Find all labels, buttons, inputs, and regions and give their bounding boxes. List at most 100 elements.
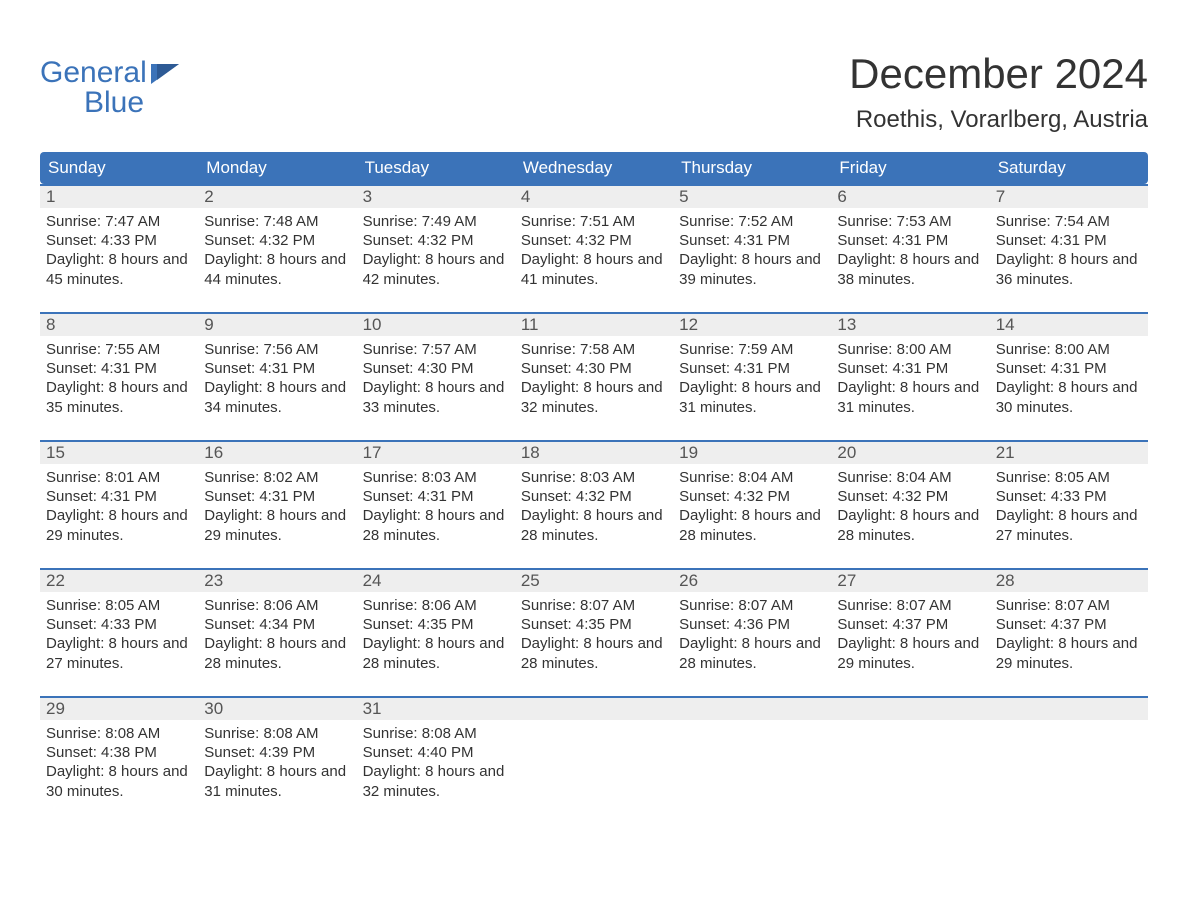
daylight-text: Daylight: 8 hours and 29 minutes. — [46, 506, 192, 544]
day-number: 22 — [40, 570, 198, 592]
day-cell — [673, 698, 831, 806]
sunrise-text: Sunrise: 7:49 AM — [363, 212, 509, 231]
day-details: Sunrise: 8:01 AMSunset: 4:31 PMDaylight:… — [40, 464, 198, 549]
sunrise-text: Sunrise: 7:54 AM — [996, 212, 1142, 231]
weekday-header-row: Sunday Monday Tuesday Wednesday Thursday… — [40, 152, 1148, 184]
daylight-text: Daylight: 8 hours and 28 minutes. — [521, 634, 667, 672]
day-details: Sunrise: 7:49 AMSunset: 4:32 PMDaylight:… — [357, 208, 515, 293]
sunset-text: Sunset: 4:38 PM — [46, 743, 192, 762]
sunset-text: Sunset: 4:31 PM — [996, 231, 1142, 250]
day-details: Sunrise: 8:05 AMSunset: 4:33 PMDaylight:… — [40, 592, 198, 677]
daylight-text: Daylight: 8 hours and 42 minutes. — [363, 250, 509, 288]
sunset-text: Sunset: 4:33 PM — [996, 487, 1142, 506]
day-number: 27 — [831, 570, 989, 592]
day-details: Sunrise: 7:48 AMSunset: 4:32 PMDaylight:… — [198, 208, 356, 293]
sunrise-text: Sunrise: 8:07 AM — [679, 596, 825, 615]
day-details: Sunrise: 8:04 AMSunset: 4:32 PMDaylight:… — [673, 464, 831, 549]
sunrise-text: Sunrise: 8:05 AM — [996, 468, 1142, 487]
day-details: Sunrise: 8:08 AMSunset: 4:40 PMDaylight:… — [357, 720, 515, 805]
day-number: 5 — [673, 186, 831, 208]
sunset-text: Sunset: 4:34 PM — [204, 615, 350, 634]
sunset-text: Sunset: 4:36 PM — [679, 615, 825, 634]
day-details: Sunrise: 8:06 AMSunset: 4:34 PMDaylight:… — [198, 592, 356, 677]
day-cell: 10Sunrise: 7:57 AMSunset: 4:30 PMDayligh… — [357, 314, 515, 422]
brand-text: General Blue — [40, 58, 147, 118]
sunset-text: Sunset: 4:32 PM — [521, 487, 667, 506]
day-cell: 9Sunrise: 7:56 AMSunset: 4:31 PMDaylight… — [198, 314, 356, 422]
sunset-text: Sunset: 4:31 PM — [363, 487, 509, 506]
day-number: 29 — [40, 698, 198, 720]
day-number: 2 — [198, 186, 356, 208]
daylight-text: Daylight: 8 hours and 29 minutes. — [837, 634, 983, 672]
day-details: Sunrise: 8:00 AMSunset: 4:31 PMDaylight:… — [990, 336, 1148, 421]
sunrise-text: Sunrise: 8:08 AM — [46, 724, 192, 743]
day-cell: 27 Sunrise: 8:07 AMSunset: 4:37 PMDayligh… — [831, 570, 989, 678]
sunset-text: Sunset: 4:32 PM — [363, 231, 509, 250]
day-details: Sunrise: 8:05 AMSunset: 4:33 PMDaylight:… — [990, 464, 1148, 549]
week-row: 1Sunrise: 7:47 AMSunset: 4:33 PMDaylight… — [40, 184, 1148, 294]
daylight-text: Daylight: 8 hours and 44 minutes. — [204, 250, 350, 288]
sunrise-text: Sunrise: 8:03 AM — [363, 468, 509, 487]
day-cell: 6Sunrise: 7:53 AMSunset: 4:31 PMDaylight… — [831, 186, 989, 294]
day-details: Sunrise: 8:00 AMSunset: 4:31 PMDaylight:… — [831, 336, 989, 421]
daylight-text: Daylight: 8 hours and 31 minutes. — [679, 378, 825, 416]
day-number: 20 — [831, 442, 989, 464]
daylight-text: Daylight: 8 hours and 32 minutes. — [521, 378, 667, 416]
sunrise-text: Sunrise: 8:07 AM — [837, 596, 983, 615]
day-cell — [515, 698, 673, 806]
sunrise-text: Sunrise: 8:07 AM — [521, 596, 667, 615]
sunset-text: Sunset: 4:31 PM — [679, 231, 825, 250]
day-cell: 28Sunrise: 8:07 AMSunset: 4:37 PMDayligh… — [990, 570, 1148, 678]
daylight-text: Daylight: 8 hours and 30 minutes. — [996, 378, 1142, 416]
sunrise-text: Sunrise: 8:05 AM — [46, 596, 192, 615]
sunrise-text: Sunrise: 8:04 AM — [679, 468, 825, 487]
brand-logo: General Blue — [40, 50, 179, 118]
sunset-text: Sunset: 4:31 PM — [837, 231, 983, 250]
brand-word1: General — [40, 58, 147, 88]
day-cell: 18Sunrise: 8:03 AMSunset: 4:32 PMDayligh… — [515, 442, 673, 550]
day-cell: 11Sunrise: 7:58 AMSunset: 4:30 PMDayligh… — [515, 314, 673, 422]
sunset-text: Sunset: 4:31 PM — [46, 359, 192, 378]
day-number: 10 — [357, 314, 515, 336]
daylight-text: Daylight: 8 hours and 38 minutes. — [837, 250, 983, 288]
sunset-text: Sunset: 4:37 PM — [837, 615, 983, 634]
sunrise-text: Sunrise: 8:00 AM — [996, 340, 1142, 359]
day-cell: 24Sunrise: 8:06 AMSunset: 4:35 PMDayligh… — [357, 570, 515, 678]
day-cell: 25Sunrise: 8:07 AMSunset: 4:35 PMDayligh… — [515, 570, 673, 678]
day-number: 31 — [357, 698, 515, 720]
sunrise-text: Sunrise: 7:51 AM — [521, 212, 667, 231]
sunset-text: Sunset: 4:32 PM — [204, 231, 350, 250]
day-details: Sunrise: 8:04 AMSunset: 4:32 PMDaylight:… — [831, 464, 989, 549]
sunrise-text: Sunrise: 7:48 AM — [204, 212, 350, 231]
day-number: 14 — [990, 314, 1148, 336]
sunset-text: Sunset: 4:32 PM — [679, 487, 825, 506]
day-number: 6 — [831, 186, 989, 208]
day-number — [990, 698, 1148, 720]
day-cell: 3Sunrise: 7:49 AMSunset: 4:32 PMDaylight… — [357, 186, 515, 294]
daylight-text: Daylight: 8 hours and 39 minutes. — [679, 250, 825, 288]
day-number — [831, 698, 989, 720]
sunset-text: Sunset: 4:31 PM — [679, 359, 825, 378]
weekday-header: Thursday — [673, 152, 831, 184]
day-number: 8 — [40, 314, 198, 336]
day-details: Sunrise: 7:55 AMSunset: 4:31 PMDaylight:… — [40, 336, 198, 421]
flag-icon — [151, 64, 179, 84]
sunrise-text: Sunrise: 8:06 AM — [204, 596, 350, 615]
day-number: 9 — [198, 314, 356, 336]
sunset-text: Sunset: 4:30 PM — [363, 359, 509, 378]
day-details: Sunrise: 8:06 AMSunset: 4:35 PMDaylight:… — [357, 592, 515, 677]
day-cell: 19Sunrise: 8:04 AMSunset: 4:32 PMDayligh… — [673, 442, 831, 550]
daylight-text: Daylight: 8 hours and 27 minutes. — [46, 634, 192, 672]
day-number: 1 — [40, 186, 198, 208]
day-number: 7 — [990, 186, 1148, 208]
daylight-text: Daylight: 8 hours and 29 minutes. — [996, 634, 1142, 672]
calendar-body: 1Sunrise: 7:47 AMSunset: 4:33 PMDaylight… — [40, 184, 1148, 806]
day-cell: 16Sunrise: 8:02 AMSunset: 4:31 PMDayligh… — [198, 442, 356, 550]
weekday-header: Sunday — [40, 152, 198, 184]
day-number: 26 — [673, 570, 831, 592]
week-row: 15Sunrise: 8:01 AMSunset: 4:31 PMDayligh… — [40, 440, 1148, 550]
day-number: 17 — [357, 442, 515, 464]
sunrise-text: Sunrise: 7:57 AM — [363, 340, 509, 359]
daylight-text: Daylight: 8 hours and 28 minutes. — [521, 506, 667, 544]
page-header: General Blue December 2024 Roethis, Vora… — [40, 50, 1148, 134]
